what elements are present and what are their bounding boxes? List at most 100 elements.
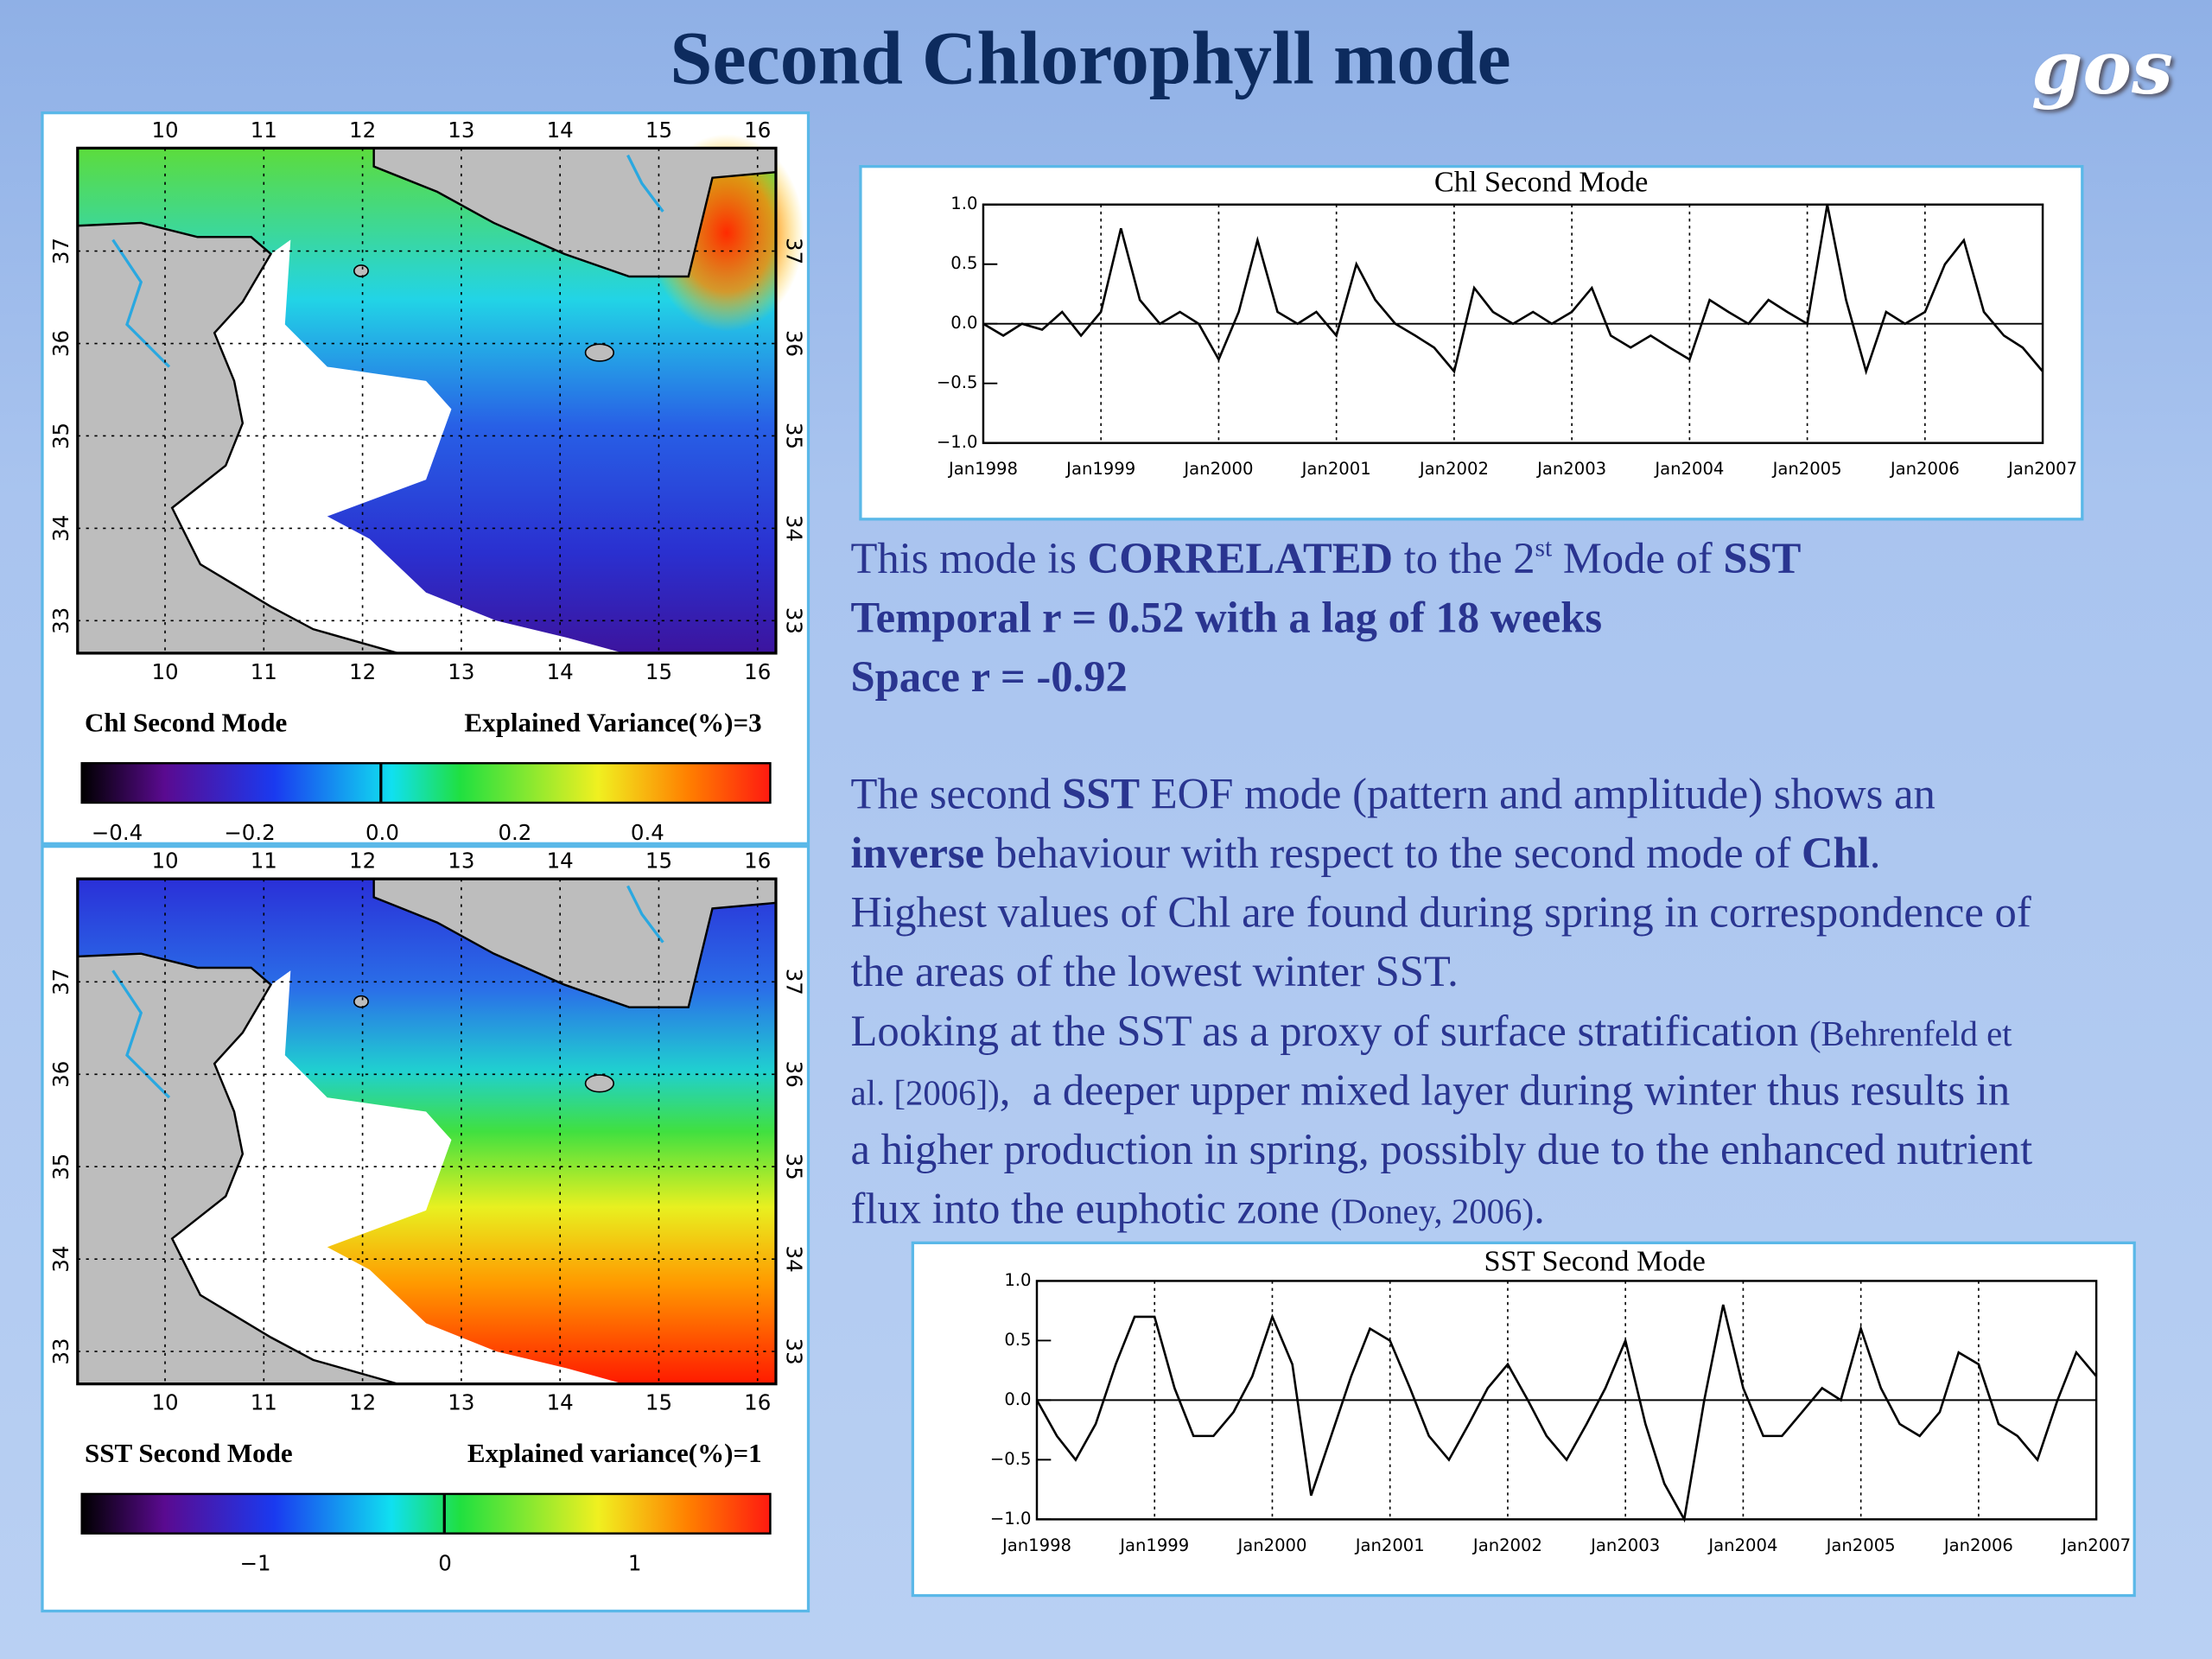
x-tick-label: Jan2004	[1707, 1535, 1777, 1555]
text-line: Temporal r = 0.52 with a lag of 18 weeks	[850, 589, 1602, 645]
river	[111, 969, 171, 1099]
citation: (Behrenfeld et	[1808, 1015, 2012, 1054]
lon-tick-label: 13	[448, 659, 474, 684]
superscript: st	[1535, 533, 1553, 562]
chart-title: Chl Second Mode	[1434, 166, 1648, 199]
slide-title: Second Chlorophyll mode	[670, 15, 1511, 100]
x-tick-label: Jan2006	[1942, 1535, 2013, 1555]
y-tick-label: 1.0	[950, 194, 977, 213]
x-tick-label: Jan2001	[1354, 1535, 1425, 1555]
text: .	[1534, 1183, 1545, 1233]
lat-tick-label: 33	[782, 607, 807, 634]
lon-tick-label: 16	[744, 849, 771, 874]
bold-text: SST	[1062, 768, 1141, 818]
lat-tick-label: 36	[782, 1061, 807, 1088]
island	[584, 343, 615, 362]
lat-tick-label: 35	[48, 423, 73, 449]
lon-tick-label: 11	[251, 118, 277, 143]
lon-tick-label: 11	[251, 849, 277, 874]
text: .	[1869, 828, 1881, 878]
x-tick-label: Jan1998	[947, 459, 1018, 479]
citation: (Doney, 2006)	[1330, 1193, 1535, 1232]
map-frame	[76, 877, 778, 1386]
y-tick-label: 0.0	[950, 313, 977, 333]
plot-frame	[1035, 1280, 2098, 1521]
lon-tick-label: 16	[744, 1389, 771, 1414]
x-tick-label: Jan1998	[1001, 1535, 1071, 1555]
map-caption: SST Second Mode	[85, 1438, 293, 1468]
x-tick-label: Jan2000	[1182, 459, 1253, 479]
lon-tick-label: 16	[744, 118, 771, 143]
colorbar-tick-label: 1	[628, 1551, 642, 1576]
lat-tick-label: 36	[782, 330, 807, 357]
chart-panel	[911, 1241, 2136, 1598]
x-tick-label: Jan2006	[1889, 459, 1960, 479]
lon-tick-label: 15	[645, 659, 672, 684]
map-shelf	[172, 970, 624, 1384]
bold-text: Temporal r = 0.52 with a lag of 18 weeks	[850, 592, 1603, 642]
lat-tick-label: 33	[782, 1338, 807, 1365]
citation: al. [2006])	[850, 1075, 1000, 1114]
colorbar-tick-label: 0.4	[631, 820, 664, 845]
lon-tick-label: 15	[645, 849, 672, 874]
text-line: Looking at the SST as a proxy of surface…	[850, 1003, 2012, 1064]
chart-title: SST Second Mode	[1484, 1245, 1706, 1278]
text-line: This mode is CORRELATED to the 2st Mode …	[850, 531, 1801, 587]
x-tick-label: Jan2001	[1300, 459, 1371, 479]
y-tick-label: −0.5	[990, 1449, 1032, 1469]
lon-tick-label: 11	[251, 1389, 277, 1414]
colorbar-tick-label: 0	[438, 1551, 452, 1576]
lon-tick-label: 12	[349, 118, 376, 143]
text: This mode is	[850, 533, 1088, 583]
text: to the 2	[1393, 533, 1535, 583]
river	[626, 154, 664, 213]
lon-tick-label: 10	[151, 849, 178, 874]
y-tick-label: 0.5	[1004, 1330, 1031, 1350]
map-variance: Explained variance(%)=1	[467, 1438, 762, 1468]
y-tick-label: −0.5	[937, 372, 978, 392]
colorbar-tick-label: 0.0	[365, 820, 399, 845]
lat-tick-label: 36	[48, 1061, 73, 1088]
lat-tick-label: 33	[48, 1338, 73, 1365]
lat-tick-label: 34	[782, 1246, 807, 1273]
x-tick-label: Jan1999	[1065, 459, 1135, 479]
lon-tick-label: 14	[547, 1389, 574, 1414]
text: the areas of the lowest winter SST.	[850, 946, 1459, 996]
text: , a deeper upper mixed layer during wint…	[999, 1065, 2011, 1115]
lon-tick-label: 15	[645, 1389, 672, 1414]
x-tick-label: Jan2002	[1471, 1535, 1542, 1555]
lat-tick-label: 34	[48, 1246, 73, 1273]
text-line: Highest values of Chl are found during s…	[850, 885, 2031, 941]
x-tick-label: Jan2003	[1535, 459, 1606, 479]
lon-tick-label: 16	[744, 659, 771, 684]
island	[353, 995, 369, 1008]
bold-text: Space r = -0.92	[850, 652, 1128, 702]
text: EOF mode (pattern and amplitude) shows a…	[1140, 768, 1936, 818]
data-line	[982, 204, 2044, 376]
lat-tick-label: 37	[48, 969, 73, 995]
lon-tick-label: 14	[547, 118, 574, 143]
text: flux into the euphotic zone	[850, 1183, 1331, 1233]
text-line: inverse behaviour with respect to the se…	[850, 825, 1880, 881]
lon-tick-label: 10	[151, 118, 178, 143]
x-tick-label: Jan2004	[1653, 459, 1724, 479]
lon-tick-label: 10	[151, 1389, 178, 1414]
map: 10 10 11 11 12 12 13 13 14 14 15 15 16 16 37 37 36 36 35 35…	[48, 118, 807, 845]
x-tick-label: Jan2007	[2006, 459, 2077, 479]
y-tick-label: −1.0	[937, 432, 978, 452]
bold-text: SST	[1723, 533, 1802, 583]
lon-tick-label: 14	[547, 659, 574, 684]
text-line: a higher production in spring, possibly …	[850, 1122, 2032, 1178]
y-tick-label: 0.5	[950, 253, 977, 273]
lon-tick-label: 13	[448, 118, 474, 143]
lon-tick-label: 13	[448, 849, 474, 874]
colorbar	[80, 1492, 772, 1535]
lat-tick-label: 37	[48, 238, 73, 264]
lon-tick-label: 12	[349, 849, 376, 874]
island	[584, 1074, 615, 1093]
lat-tick-label: 34	[782, 515, 807, 542]
bold-text: CORRELATED	[1087, 533, 1394, 583]
text-line: the areas of the lowest winter SST.	[850, 944, 1458, 1000]
